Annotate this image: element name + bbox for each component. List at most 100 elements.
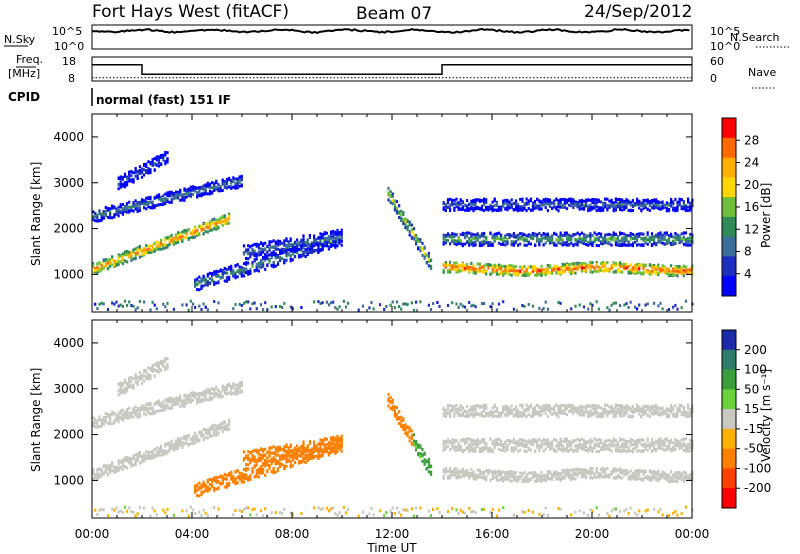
- power-cell: [595, 209, 598, 213]
- power-cell: [646, 269, 649, 273]
- power-cell: [525, 268, 528, 272]
- power-cell: [629, 243, 632, 247]
- power-cell: [531, 268, 535, 272]
- power-cell: [674, 236, 677, 240]
- power-cell: [599, 208, 603, 212]
- power-cell: [640, 263, 643, 267]
- power-cell: [449, 264, 452, 267]
- velocity-cell: [238, 474, 241, 478]
- power-cell: [476, 238, 479, 242]
- power-cell: [663, 234, 666, 238]
- velocity-cell: [162, 400, 165, 404]
- power-cell: [493, 235, 496, 239]
- power-cell: [546, 233, 549, 237]
- power-cell: [293, 240, 297, 244]
- power-cell: [587, 243, 590, 247]
- power-cell: [497, 267, 501, 271]
- power-cell: [474, 240, 477, 244]
- power-cell: [145, 170, 148, 173]
- velocity-cell: [225, 477, 229, 481]
- velocity-cell: [338, 438, 341, 442]
- velocity-cell: [234, 477, 237, 481]
- power-cell: [553, 268, 556, 272]
- velocity-cell: [183, 404, 186, 408]
- power-cell: [153, 162, 156, 166]
- velocity-cell: [185, 401, 188, 405]
- velocity-cell: [302, 444, 305, 448]
- velocity-cell: [147, 372, 150, 376]
- velocity-cell: [287, 451, 290, 454]
- power-cell: [631, 269, 634, 273]
- velocity-cell: [119, 466, 122, 470]
- power-cell: [540, 264, 543, 268]
- power-cell: [478, 269, 481, 273]
- velocity-cell: [206, 514, 209, 518]
- power-cell: [629, 268, 632, 272]
- velocity-cell: [215, 391, 218, 395]
- power-cell: [612, 234, 615, 238]
- velocity-cell: [121, 381, 124, 385]
- power-cell: [497, 272, 501, 276]
- power-cell: [285, 253, 288, 257]
- velocity-cell: [321, 449, 324, 453]
- power-cell: [368, 306, 371, 310]
- power-cell: [627, 242, 630, 246]
- velocity-cell: [251, 458, 254, 462]
- power-cell: [247, 270, 250, 274]
- power-cell: [657, 207, 660, 210]
- power-cell: [247, 261, 250, 265]
- power-cell: [238, 181, 241, 185]
- power-cell: [621, 199, 624, 203]
- power-cell: [536, 270, 539, 274]
- velocity-cell: [259, 465, 263, 469]
- velocity-cell: [123, 456, 127, 460]
- power-cell: [606, 204, 609, 208]
- power-cell: [444, 238, 447, 242]
- velocity-cell: [219, 482, 222, 486]
- velocity-cell: [228, 473, 231, 477]
- power-cell: [415, 239, 418, 243]
- power-cell: [415, 236, 418, 240]
- power-cell: [404, 220, 407, 224]
- velocity-cell: [232, 513, 235, 517]
- velocity-cell: [166, 400, 169, 404]
- power-cell: [102, 258, 105, 262]
- power-cell: [657, 273, 660, 277]
- power-cell: [485, 206, 488, 210]
- power-cell: [442, 206, 445, 210]
- velocity-cell: [310, 449, 314, 453]
- power-cell: [604, 268, 607, 272]
- power-cell: [134, 254, 137, 258]
- power-cell: [538, 204, 541, 208]
- velocity-cell: [215, 428, 218, 432]
- velocity-cell: [266, 463, 269, 467]
- power-cell: [557, 271, 560, 275]
- power-cell: [325, 300, 328, 304]
- power-cell: [211, 274, 214, 278]
- velocity-cell: [143, 379, 146, 383]
- power-cell: [427, 254, 430, 258]
- power-cell: [147, 201, 150, 204]
- power-cell: [665, 201, 668, 205]
- power-cell: [485, 241, 488, 245]
- power-cell: [659, 239, 662, 243]
- velocity-cell: [115, 465, 118, 469]
- power-cell: [126, 183, 129, 187]
- power-cell: [245, 257, 248, 260]
- power-cell: [629, 263, 632, 267]
- velocity-cell: [123, 391, 127, 395]
- power-cell: [570, 203, 573, 207]
- power-cell: [395, 200, 399, 203]
- power-cell: [255, 254, 258, 258]
- velocity-cell: [132, 463, 135, 467]
- velocity-cell: [170, 447, 173, 450]
- power-cell: [236, 183, 239, 187]
- power-cell: [234, 273, 237, 277]
- velocity-cell: [215, 424, 218, 428]
- power-cell: [636, 232, 639, 236]
- power-cell: [119, 203, 122, 207]
- power-cell: [589, 203, 592, 207]
- power-cell: [591, 303, 594, 307]
- power-cell: [296, 246, 299, 250]
- power-cell: [232, 270, 235, 274]
